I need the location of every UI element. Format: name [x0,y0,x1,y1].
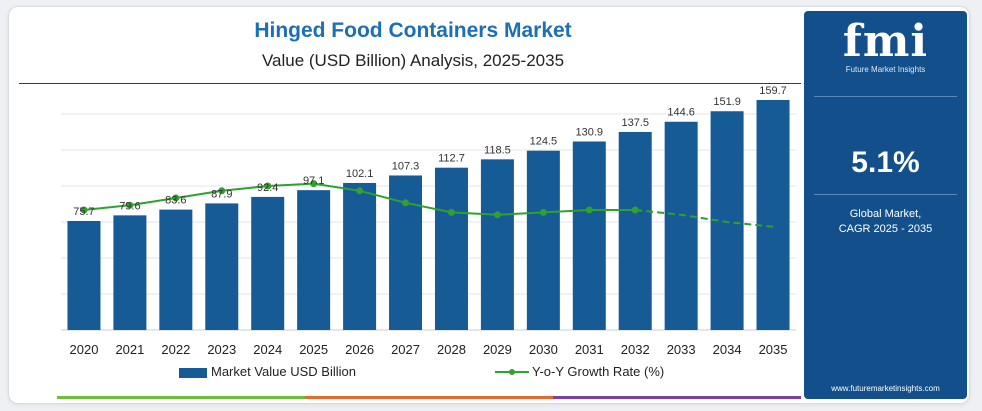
legend-line-swatch [495,369,529,375]
x-tick-label: 2035 [759,342,788,357]
bar-value-label: 159.7 [759,85,787,97]
x-tick-label: 2025 [299,342,328,357]
chart-title: Hinged Food Containers Market [254,19,572,42]
bar-value-label: 118.5 [484,144,511,156]
x-tick-label: 2022 [161,342,190,357]
legend-bar-label: Market Value USD Billion [211,364,356,379]
bar-2023 [205,203,239,330]
growth-point-2023 [218,187,226,195]
x-tick-label: 2028 [437,342,466,357]
x-tick-label: 2020 [70,342,99,357]
logo-text: fmi [842,16,929,67]
bar-2029 [480,159,514,330]
cagr-label: Global Market, CAGR 2025 - 2035 [804,207,967,237]
x-tick-label: 2027 [391,342,420,357]
bar-2025 [297,190,331,330]
growth-point-2020 [80,206,88,214]
bar-2033 [664,121,698,330]
cagr-label-line1: Global Market, [849,208,922,220]
x-tick-label: 2021 [115,342,144,357]
chart-plot: 75.7 79.6 83.6 87.9 92.4 97.1 102.1 107.3 112.7 1… [61,85,796,357]
bar-2021 [113,215,147,330]
bar-value-label: 87.9 [211,188,232,200]
bar-value-label: 92.4 [257,182,278,194]
x-tick-labels: 2020 2021 2022 2023 2024 2025 2026 2027 2028 2029… [70,342,788,357]
x-tick-label: 2026 [345,342,374,357]
bar-value-label: 107.3 [392,160,420,172]
bar-value-label: 124.5 [530,136,558,148]
growth-point-2024 [264,182,272,190]
growth-point-2030 [539,208,547,216]
bar-2027 [389,175,423,330]
strip-purple [553,396,801,399]
x-tick-label: 2030 [529,342,558,357]
growth-point-2032 [631,206,639,214]
panel-divider-bottom [814,194,957,195]
growth-point-2029 [493,211,501,219]
x-tick-label: 2033 [667,342,696,357]
data-labels: 75.7 79.6 83.6 87.9 92.4 97.1 102.1 107.3 112.7 1… [73,85,787,218]
x-tick-label: 2024 [253,342,282,357]
legend-line-label: Y-o-Y Growth Rate (%) [532,364,665,379]
chart-subtitle: Value (USD Billion) Analysis, 2025-2035 [261,51,565,70]
bar-value-label: 130.9 [576,126,604,138]
bar-2030 [526,150,560,330]
bar-value-label: 79.6 [119,200,140,212]
growth-line-series [80,180,774,228]
bar-value-label: 75.7 [73,206,94,218]
bar-2028 [434,167,468,330]
panel-divider-top [814,96,957,97]
strip-green [57,396,305,399]
legend-bar-swatch [179,368,207,378]
bar-2026 [343,182,377,330]
cagr-label-line2: CAGR 2025 - 2035 [838,223,933,235]
bar-2032 [618,131,652,330]
growth-point-2022 [172,194,180,202]
bar-2024 [251,196,285,330]
x-tick-label: 2034 [713,342,742,357]
x-tick-label: 2032 [621,342,650,357]
color-strip [57,396,801,399]
bar-2035 [756,100,790,330]
side-panel: fmi Future Market Insights 5.1% Global M… [804,11,967,399]
bars-series [67,100,790,330]
growth-line-forecast [635,209,774,228]
x-tick-label: 2023 [207,342,236,357]
bar-value-label: 83.6 [165,195,186,207]
x-tick-label: 2029 [483,342,512,357]
x-tick-label: 2031 [575,342,604,357]
growth-point-2021 [126,201,134,209]
cagr-value: 5.1% [851,146,920,179]
bar-value-label: 112.7 [438,153,465,165]
chart-card: Hinged Food Containers Market Value (USD… [8,6,970,404]
growth-point-2026 [356,187,364,195]
website-link[interactable]: www.futuremarketinsights.com [831,384,940,393]
logo-subtext: Future Market Insights [845,65,926,74]
growth-point-2025 [310,180,318,188]
bar-value-label: 97.1 [303,175,324,187]
growth-point-2031 [585,206,593,214]
bar-value-label: 102.1 [346,168,374,180]
fmi-logo: fmi Future Market Insights [804,16,967,75]
title-divider [19,83,801,84]
growth-point-2027 [402,199,410,207]
bar-2020 [67,220,101,330]
strip-orange [305,396,553,399]
growth-point-2028 [447,208,455,216]
bar-value-label: 151.9 [713,96,741,108]
bar-value-label: 137.5 [621,117,649,129]
bar-2031 [572,141,606,330]
bar-value-label: 144.6 [667,107,695,119]
bar-2022 [159,209,193,330]
